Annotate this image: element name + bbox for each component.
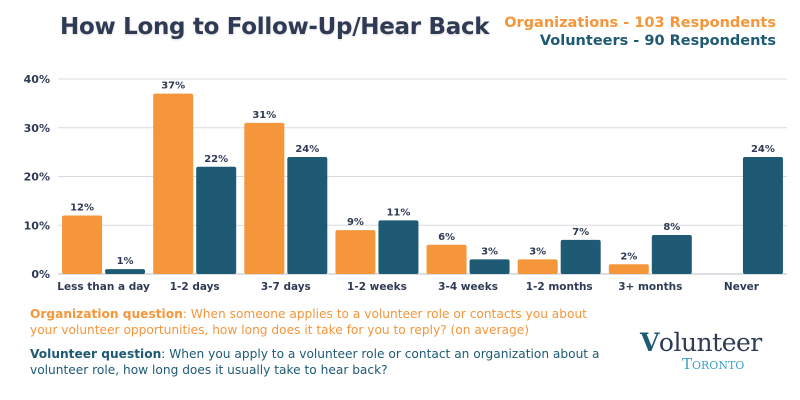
- y-tick-label: 0%: [31, 268, 50, 281]
- bar-volunteers: [287, 157, 328, 274]
- logo-word-volunteer: olunteer: [658, 328, 762, 357]
- bar-organizations: [244, 122, 285, 274]
- bar-volunteers: [469, 259, 510, 274]
- data-label: 7%: [572, 227, 589, 238]
- volunteer-question: Volunteer question: When you apply to a …: [30, 346, 600, 378]
- legend-volunteers: Volunteers - 90 Respondents: [539, 33, 776, 49]
- x-axis-ticks: Less than a day 1-2 days 3-7 days 1-2 weeks…: [57, 281, 759, 293]
- x-tick-label: Less than a day: [57, 281, 150, 293]
- bar-volunteers: [742, 157, 783, 274]
- y-tick-label: 30%: [24, 122, 50, 135]
- data-label: 3%: [529, 246, 546, 257]
- data-label: 12%: [70, 203, 94, 214]
- y-axis-ticks: 0% 10% 20% 30% 40%: [24, 73, 50, 281]
- bar-organizations: [608, 264, 649, 274]
- organization-question-text: : When someone applies to a volunteer ro…: [30, 307, 587, 337]
- legend: Organizations - 103 Respondents Voluntee…: [504, 14, 776, 50]
- data-label: 9%: [347, 217, 364, 228]
- data-label: 24%: [295, 144, 319, 155]
- x-tick-label: 3-4 weeks: [438, 281, 498, 293]
- data-label: 11%: [386, 207, 410, 218]
- y-tick-label: 20%: [24, 171, 50, 184]
- x-tick-label: Never: [724, 281, 760, 293]
- bar-volunteers: [105, 269, 146, 274]
- bar-organizations: [517, 259, 558, 274]
- data-label: 6%: [438, 232, 455, 243]
- organization-question: Organization question: When someone appl…: [30, 306, 600, 338]
- data-label: 22%: [204, 154, 228, 165]
- x-tick-label: 1-2 months: [526, 281, 593, 293]
- bars: [62, 93, 783, 274]
- data-label: 3%: [481, 246, 498, 257]
- data-label: 8%: [663, 222, 680, 233]
- question-notes: Organization question: When someone appl…: [30, 306, 600, 378]
- logo-word-toronto: Toronto: [682, 355, 745, 373]
- data-label: 37%: [161, 81, 185, 92]
- bar-organizations: [335, 230, 376, 274]
- bar-volunteers: [378, 220, 419, 274]
- legend-organizations: Organizations - 103 Respondents: [504, 15, 776, 31]
- volunteer-toronto-logo: Volunteer Toronto: [640, 328, 762, 373]
- volunteer-question-text: : When you apply to a volunteer role or …: [30, 347, 600, 377]
- data-label: 2%: [620, 251, 637, 262]
- data-label: 1%: [117, 256, 134, 267]
- x-tick-label: 3-7 days: [261, 281, 311, 293]
- bar-organizations: [62, 215, 103, 274]
- x-tick-label: 1-2 weeks: [347, 281, 407, 293]
- organization-question-label: Organization question: [30, 307, 183, 321]
- bar-volunteers: [196, 166, 237, 274]
- bar-chart: 0% 10% 20% 30% 40% 12% 1% 37% 22% 31% 24% 9% 11% 6% 3…: [24, 73, 787, 293]
- data-label: 31%: [252, 110, 276, 121]
- bar-organizations: [153, 93, 194, 274]
- x-tick-label: 1-2 days: [170, 281, 220, 293]
- volunteer-question-label: Volunteer question: [30, 347, 162, 361]
- y-tick-label: 10%: [24, 219, 50, 232]
- data-label: 24%: [751, 144, 775, 155]
- data-labels: 12% 1% 37% 22% 31% 24% 9% 11% 6% 3% 3% 7% 2% 8% 24%: [70, 81, 775, 268]
- y-tick-label: 40%: [24, 73, 50, 86]
- chart-title: How Long to Follow-Up/Hear Back: [60, 14, 490, 40]
- bar-volunteers: [651, 235, 692, 274]
- bar-volunteers: [560, 239, 601, 274]
- x-tick-label: 3+ months: [618, 281, 682, 293]
- bar-organizations: [426, 244, 467, 274]
- logo-v-letter: V: [640, 328, 659, 357]
